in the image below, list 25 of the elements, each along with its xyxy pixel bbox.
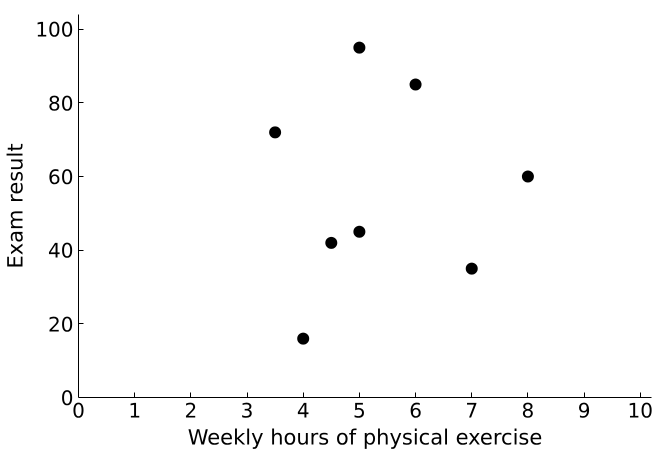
y-tick-label: 100	[35, 18, 74, 42]
x-tick-label: 3	[240, 398, 254, 422]
x-tick-label: 2	[184, 398, 198, 422]
x-tick-label: 6	[409, 398, 422, 422]
x-tick-label: 1	[128, 398, 142, 422]
x-tick-label: 7	[465, 398, 478, 422]
x-tick-label: 4	[296, 398, 310, 422]
point	[353, 226, 366, 238]
point	[522, 170, 534, 183]
point	[353, 42, 366, 54]
x-tick-label: 10	[628, 398, 653, 422]
point	[297, 332, 310, 345]
x-tick-label: 9	[578, 398, 590, 422]
point	[269, 126, 282, 138]
y-tick-label: 60	[48, 165, 74, 190]
y-tick-label: 40	[48, 238, 74, 263]
point	[325, 236, 338, 249]
x-tick-label: 8	[522, 398, 534, 422]
x-axis-title: Weekly hours of physical exercise	[188, 426, 542, 450]
x-tick-label: 5	[353, 398, 366, 422]
point	[466, 262, 478, 275]
point	[410, 78, 422, 90]
y-tick-label: 20	[48, 312, 74, 336]
y-tick-label: 80	[48, 91, 74, 116]
y-axis-title: Exam result	[3, 143, 28, 269]
